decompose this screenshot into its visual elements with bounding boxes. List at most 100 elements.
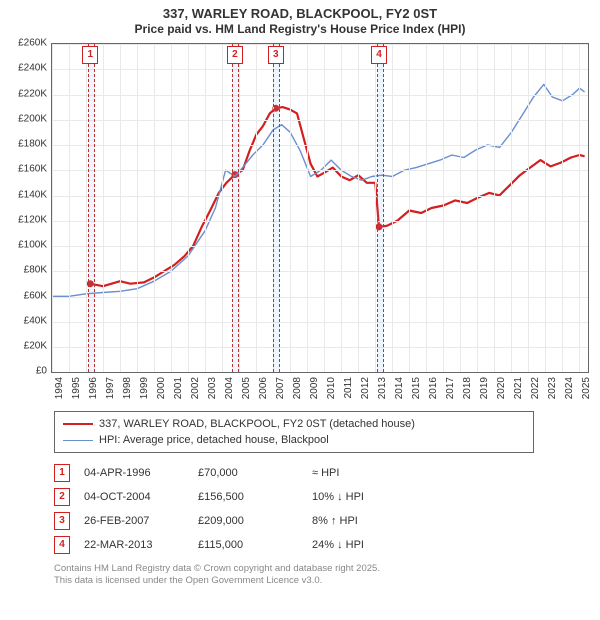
gridline-v bbox=[545, 44, 546, 372]
x-tick-label: 2007 bbox=[275, 377, 286, 399]
plot-region: 1 2 3 4 bbox=[51, 43, 589, 373]
y-tick-label: £120K bbox=[18, 214, 47, 225]
y-tick-label: £180K bbox=[18, 139, 47, 150]
gridline-v bbox=[69, 44, 70, 372]
transaction-date: 04-APR-1996 bbox=[84, 467, 184, 479]
x-tick-label: 2019 bbox=[479, 377, 490, 399]
transaction-row: 104-APR-1996£70,000≈ HPI bbox=[54, 461, 534, 485]
marker-label: 3 bbox=[268, 46, 284, 64]
y-tick-label: £140K bbox=[18, 189, 47, 200]
gridline-v bbox=[171, 44, 172, 372]
x-tick-label: 2021 bbox=[513, 377, 524, 399]
gridline-v bbox=[511, 44, 512, 372]
y-tick-label: £40K bbox=[24, 315, 47, 326]
transaction-row: 422-MAR-2013£115,00024% ↓ HPI bbox=[54, 533, 534, 557]
x-tick-label: 2015 bbox=[411, 377, 422, 399]
gridline-h bbox=[52, 95, 588, 96]
gridline-h bbox=[52, 145, 588, 146]
gridline-h bbox=[52, 69, 588, 70]
x-tick-label: 2003 bbox=[207, 377, 218, 399]
gridline-v bbox=[324, 44, 325, 372]
transaction-delta: ≈ HPI bbox=[312, 467, 432, 479]
legend-swatch bbox=[63, 423, 93, 425]
gridline-v bbox=[222, 44, 223, 372]
gridline-v bbox=[154, 44, 155, 372]
transaction-price: £156,500 bbox=[198, 491, 298, 503]
chart-area: £0£20K£40K£60K£80K£100K£120K£140K£160K£1… bbox=[5, 37, 595, 407]
transaction-row: 326-FEB-2007£209,0008% ↑ HPI bbox=[54, 509, 534, 533]
gridline-h bbox=[52, 322, 588, 323]
gridline-h bbox=[52, 246, 588, 247]
transaction-date: 04-OCT-2004 bbox=[84, 491, 184, 503]
gridline-v bbox=[358, 44, 359, 372]
x-tick-label: 2006 bbox=[258, 377, 269, 399]
x-tick-label: 2014 bbox=[394, 377, 405, 399]
y-tick-label: £220K bbox=[18, 88, 47, 99]
x-tick-label: 2025 bbox=[581, 377, 592, 399]
gridline-h bbox=[52, 170, 588, 171]
gridline-v bbox=[477, 44, 478, 372]
marker-band bbox=[88, 44, 95, 372]
gridline-h bbox=[52, 271, 588, 272]
x-tick-label: 2012 bbox=[360, 377, 371, 399]
marker-label: 1 bbox=[82, 46, 98, 64]
marker-label: 4 bbox=[371, 46, 387, 64]
gridline-v bbox=[494, 44, 495, 372]
x-tick-label: 1994 bbox=[54, 377, 65, 399]
gridline-v bbox=[205, 44, 206, 372]
gridline-v bbox=[341, 44, 342, 372]
transaction-date: 26-FEB-2007 bbox=[84, 515, 184, 527]
gridline-h bbox=[52, 297, 588, 298]
gridline-h bbox=[52, 347, 588, 348]
y-tick-label: £80K bbox=[24, 265, 47, 276]
x-tick-label: 2009 bbox=[309, 377, 320, 399]
x-tick-label: 2001 bbox=[173, 377, 184, 399]
x-tick-label: 2002 bbox=[190, 377, 201, 399]
x-tick-label: 1995 bbox=[71, 377, 82, 399]
legend-label: 337, WARLEY ROAD, BLACKPOOL, FY2 0ST (de… bbox=[99, 418, 415, 430]
title-main: 337, WARLEY ROAD, BLACKPOOL, FY2 0ST bbox=[135, 6, 466, 22]
x-tick-label: 2004 bbox=[224, 377, 235, 399]
x-tick-label: 1998 bbox=[122, 377, 133, 399]
gridline-v bbox=[562, 44, 563, 372]
gridline-v bbox=[443, 44, 444, 372]
gridline-h bbox=[52, 196, 588, 197]
gridline-v bbox=[256, 44, 257, 372]
transaction-price: £115,000 bbox=[198, 539, 298, 551]
gridline-v bbox=[120, 44, 121, 372]
transaction-delta: 10% ↓ HPI bbox=[312, 491, 432, 503]
marker-band bbox=[377, 44, 384, 372]
gridline-v bbox=[290, 44, 291, 372]
marker-band bbox=[232, 44, 239, 372]
x-tick-label: 2020 bbox=[496, 377, 507, 399]
gridline-v bbox=[409, 44, 410, 372]
chart-titles: 337, WARLEY ROAD, BLACKPOOL, FY2 0ST Pri… bbox=[135, 0, 466, 37]
y-tick-label: £200K bbox=[18, 113, 47, 124]
transaction-date: 22-MAR-2013 bbox=[84, 539, 184, 551]
x-tick-label: 1997 bbox=[105, 377, 116, 399]
x-tick-label: 2000 bbox=[156, 377, 167, 399]
y-tick-label: £240K bbox=[18, 63, 47, 74]
y-tick-label: £160K bbox=[18, 164, 47, 175]
marker-band bbox=[273, 44, 280, 372]
transaction-price: £70,000 bbox=[198, 467, 298, 479]
transaction-marker: 3 bbox=[54, 512, 70, 530]
x-tick-label: 2017 bbox=[445, 377, 456, 399]
transaction-marker: 2 bbox=[54, 488, 70, 506]
x-axis-labels: 1994199519961997199819992000200120022003… bbox=[51, 375, 589, 407]
transaction-delta: 8% ↑ HPI bbox=[312, 515, 432, 527]
y-tick-label: £260K bbox=[18, 38, 47, 49]
gridline-v bbox=[579, 44, 580, 372]
y-tick-label: £60K bbox=[24, 290, 47, 301]
x-tick-label: 2011 bbox=[343, 377, 354, 399]
x-tick-label: 1999 bbox=[139, 377, 150, 399]
x-tick-label: 2018 bbox=[462, 377, 473, 399]
gridline-v bbox=[137, 44, 138, 372]
transaction-marker: 4 bbox=[54, 536, 70, 554]
transactions-table: 104-APR-1996£70,000≈ HPI204-OCT-2004£156… bbox=[54, 461, 534, 557]
legend-swatch bbox=[63, 440, 93, 441]
marker-label: 2 bbox=[227, 46, 243, 64]
x-tick-label: 2005 bbox=[241, 377, 252, 399]
gridline-v bbox=[307, 44, 308, 372]
legend-row: HPI: Average price, detached house, Blac… bbox=[63, 432, 525, 448]
